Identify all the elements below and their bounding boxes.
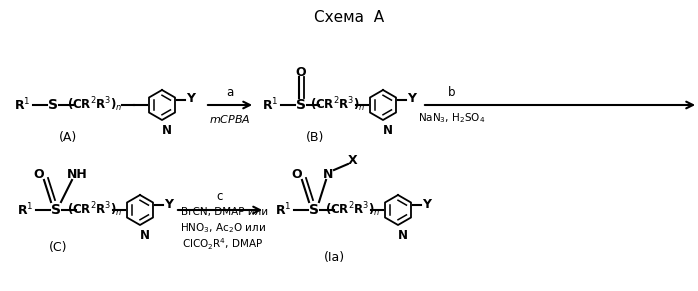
Text: S: S xyxy=(48,98,58,112)
Text: O: O xyxy=(292,168,302,182)
Text: (B): (B) xyxy=(306,132,324,145)
Text: N: N xyxy=(383,124,393,137)
Text: Y: Y xyxy=(422,198,431,210)
Text: (A): (A) xyxy=(59,132,77,145)
Text: S: S xyxy=(309,203,319,217)
Text: Y: Y xyxy=(408,93,417,106)
Text: HNO$_3$, Ac$_2$O или: HNO$_3$, Ac$_2$O или xyxy=(180,221,266,235)
Text: Y: Y xyxy=(186,93,195,106)
Text: N: N xyxy=(398,229,408,242)
Text: NH: NH xyxy=(66,168,87,182)
Text: (C): (C) xyxy=(49,242,67,255)
Text: ClCO$_2$R$^4$, DMAP: ClCO$_2$R$^4$, DMAP xyxy=(182,236,264,252)
Text: O: O xyxy=(34,168,44,182)
Text: R$^1$: R$^1$ xyxy=(275,202,291,218)
Text: c: c xyxy=(217,189,223,203)
Text: $m$CPBA: $m$CPBA xyxy=(209,113,251,125)
Text: S: S xyxy=(296,98,306,112)
Text: N: N xyxy=(140,229,150,242)
Text: X: X xyxy=(348,155,358,168)
Text: N: N xyxy=(162,124,172,137)
Text: S: S xyxy=(51,203,61,217)
Text: (CR$^2$R$^3$)$_n$: (CR$^2$R$^3$)$_n$ xyxy=(67,201,123,219)
Text: O: O xyxy=(296,65,306,79)
Text: Y: Y xyxy=(165,198,174,210)
Text: N: N xyxy=(322,168,333,182)
Text: Схема  A: Схема A xyxy=(314,10,384,26)
Text: b: b xyxy=(448,86,456,100)
Text: (CR$^2$R$^3$)$_n$: (CR$^2$R$^3$)$_n$ xyxy=(325,201,381,219)
Text: (CR$^2$R$^3$)$_n$: (CR$^2$R$^3$)$_n$ xyxy=(67,96,123,114)
Text: a: a xyxy=(226,86,234,100)
Text: R$^1$: R$^1$ xyxy=(262,97,279,113)
Text: R$^1$: R$^1$ xyxy=(17,202,34,218)
Text: (Ia): (Ia) xyxy=(323,251,345,265)
Text: BrCN, DMAP или: BrCN, DMAP или xyxy=(181,207,269,217)
Text: R$^1$: R$^1$ xyxy=(14,97,30,113)
Text: NaN$_3$, H$_2$SO$_4$: NaN$_3$, H$_2$SO$_4$ xyxy=(418,111,486,125)
Text: (CR$^2$R$^3$)$_n$: (CR$^2$R$^3$)$_n$ xyxy=(310,96,366,114)
